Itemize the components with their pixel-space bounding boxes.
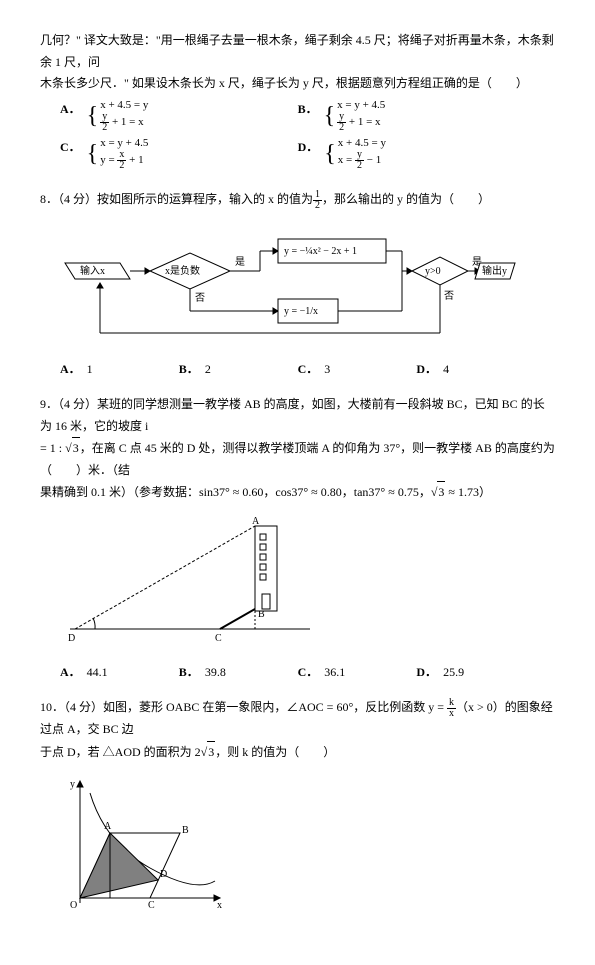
label-D: D: [68, 633, 75, 644]
q8-option-A: A．1: [60, 359, 179, 381]
flow-cond1: x是负数: [165, 264, 200, 277]
option-label-B: B．: [298, 99, 318, 121]
q8-option-C: C．3: [298, 359, 417, 381]
q9-option-A: A．44.1: [60, 662, 179, 684]
q7-option-A: A． {x + 4.5 = yy2 + 1 = x: [60, 99, 298, 133]
question-9: 9．（4 分）某班的同学想测量一教学楼 AB 的高度，如图，大楼前有一段斜坡 B…: [40, 394, 555, 683]
flow-output: 输出y: [482, 264, 507, 277]
label-B2: B: [182, 825, 189, 836]
q9-option-D: D．25.9: [416, 662, 535, 684]
flow-no-2: 否: [444, 290, 454, 302]
question-10: 10．（4 分）如图，菱形 OABC 在第一象限内，∠AOC = 60°，反比例…: [40, 697, 555, 921]
q7-text-line1: 几何？" 译文大致是："用一根绳子去量一根木条，绳子剩余 4.5 尺；将绳子对折…: [40, 30, 555, 73]
option-label-A: A．: [60, 99, 81, 121]
q8-option-B: B．2: [179, 359, 298, 381]
flow-no-1: 否: [195, 292, 205, 304]
q10-diagram: x y O A B C D: [60, 773, 555, 921]
flow-calc1: y = −¼x² − 2x + 1: [284, 246, 357, 257]
q9-option-C: C．36.1: [298, 662, 417, 684]
q7-options: A． {x + 4.5 = yy2 + 1 = x B． {x = y + 4.…: [60, 99, 555, 175]
q8-options: A．1 B．2 C．3 D．4: [60, 359, 555, 381]
label-A: A: [252, 516, 260, 527]
axis-y: y: [70, 779, 75, 790]
q8-flowchart: 输入x x是负数 是 y = −¼x² − 2x + 1 否: [60, 221, 555, 349]
option-label-D: D．: [298, 137, 319, 159]
label-O: O: [70, 900, 77, 911]
label-A2: A: [104, 821, 112, 832]
q8-stem-a: 8．（4 分）按如图所示的运算程序，输入的 x 的值为: [40, 192, 313, 206]
q10-stem: 10．（4 分）如图，菱形 OABC 在第一象限内，∠AOC = 60°，反比例…: [40, 697, 555, 763]
q9-options: A．44.1 B．39.8 C．36.1 D．25.9: [60, 662, 555, 684]
flow-calc2: y = −1/x: [284, 306, 318, 317]
q9-diagram: D C B A: [60, 514, 555, 652]
q7-option-B: B． {x = y + 4.5y2 + 1 = x: [298, 99, 536, 133]
q9-stem: 9．（4 分）某班的同学想测量一教学楼 AB 的高度，如图，大楼前有一段斜坡 B…: [40, 394, 555, 504]
flow-yes-1: 是: [235, 256, 245, 268]
q8-stem-b: ，那么输出的 y 的值为（ ）: [322, 192, 490, 206]
label-C2: C: [148, 900, 155, 911]
question-8: 8．（4 分）按如图所示的运算程序，输入的 x 的值为12，那么输出的 y 的值…: [40, 189, 555, 380]
q7-text-line2: 木条长多少尺．" 如果设木条长为 x 尺，绳子长为 y 尺，根据题意列方程组正确…: [40, 73, 555, 95]
q8-option-D: D．4: [416, 359, 535, 381]
q8-stem: 8．（4 分）按如图所示的运算程序，输入的 x 的值为12，那么输出的 y 的值…: [40, 189, 555, 211]
q7-option-D: D． {x + 4.5 = yx = y2 − 1: [298, 137, 536, 171]
label-C: C: [215, 633, 222, 644]
q9-option-B: B．39.8: [179, 662, 298, 684]
option-label-C: C．: [60, 137, 81, 159]
question-7-continued: 几何？" 译文大致是："用一根绳子去量一根木条，绳子剩余 4.5 尺；将绳子对折…: [40, 30, 555, 175]
label-D2: D: [160, 869, 167, 880]
axis-x: x: [217, 900, 222, 911]
flow-input-label: 输入x: [80, 264, 105, 277]
flow-cond2: y>0: [425, 266, 441, 277]
q7-option-C: C． {x = y + 4.5y = x2 + 1: [60, 137, 298, 171]
